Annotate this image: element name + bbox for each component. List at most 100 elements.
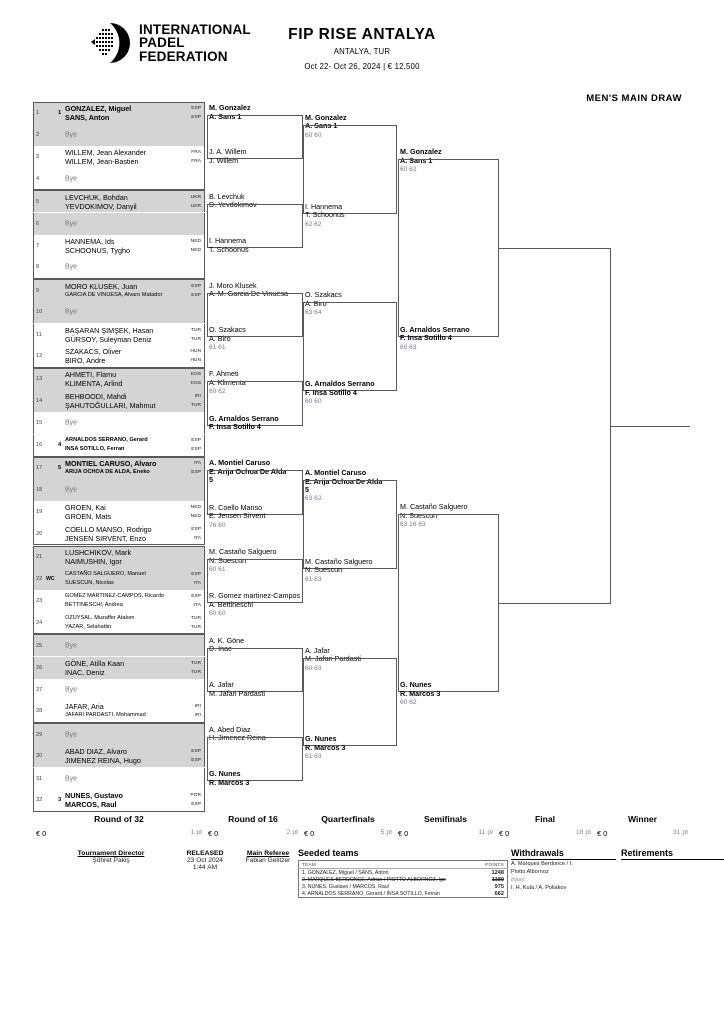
draw-entry-row[interactable]: 17 5 MONTIEL CARUSO, Alvaro ARIJA OCHOA DE …	[33, 456, 205, 479]
bracket-player-1: F. Ahmeti	[209, 369, 239, 379]
entry-country-codes: NED NED	[191, 503, 201, 521]
draw-entry-row[interactable]: 24 OZUYSAL, Muzaffer Ataken YAZAR, Selahat…	[33, 612, 205, 635]
round16-entry[interactable]: O. Szakacs A. Biro	[209, 325, 305, 343]
draw-entry-row[interactable]: 4 Bye	[33, 168, 205, 191]
player-name-2: JAFARI PARDASTI, Mohammad	[65, 712, 146, 719]
draw-entry-row[interactable]: 7 HANNEMA, Ids SCHOONUS, Tygho NED NED	[33, 234, 205, 257]
draw-entry-row[interactable]: 23 GOMEZ MARTINEZ-CAMPOS, Ricardo BETTINES…	[33, 589, 205, 613]
round16-entry[interactable]: J. Moro Klusek A. M. Garcia De Vinuesa	[209, 281, 305, 299]
withdrawal-line: A. Marques Berdonce / I.	[511, 861, 573, 867]
quarterfinal-entry[interactable]: M. Gonzalez A. Sans 1	[305, 113, 399, 131]
country-code-2: ITA	[193, 535, 201, 541]
draw-entry-row[interactable]: 5 LEVCHUK, Bohdan YEVDOKIMOV, Danyil UKR UKR	[33, 190, 205, 213]
round16-entry[interactable]: I. Hannema T. Schoonus	[209, 237, 305, 254]
player-name-2: INSA SOTILLO, Ferran	[65, 446, 125, 453]
round16-entry[interactable]: A. Jafar M. Jafari Pardasti	[209, 681, 305, 698]
round16-entry[interactable]: G. Nunes R. Marcos 3	[209, 769, 305, 787]
entry-number: 24	[36, 619, 43, 626]
quarterfinal-entry[interactable]: A. Jafar M. Jafari Pardasti	[305, 646, 399, 664]
quarterfinal-entry[interactable]: G. Arnaldos Serrano F. Insa Sotillo 4	[305, 380, 399, 397]
draw-entry-row[interactable]: 29 Bye	[33, 723, 205, 746]
entry-country-codes: ITA ESP	[191, 459, 201, 477]
quarterfinal-entry[interactable]: A. Montiel Caruso E. Arija Ochoa De Alda 5	[305, 468, 399, 495]
country-code-1: KOS	[190, 372, 201, 378]
player-name-2: WILLEM, Jean-Bastien	[65, 156, 139, 166]
draw-entry-row[interactable]: 28 JAFAR, Aria JAFARI PARDASTI, Mohammad IR…	[33, 700, 205, 724]
player-name-1: ABAD DIAZ, Alvaro	[65, 747, 127, 757]
tournament-dates-prize: Oct 22- Oct 26, 2024 | € 12,500	[304, 62, 420, 71]
country-code-1: ESP	[191, 749, 201, 755]
round16-entry[interactable]: M. Gonzalez A. Sans 1	[209, 103, 305, 121]
country-code-1: TUR	[190, 327, 201, 333]
round16-entry[interactable]: G. Arnaldos Serrano F. Insa Sotillo 4	[209, 414, 305, 432]
quarterfinal-entry[interactable]: M. Castaño Salguero N. Suescun	[305, 557, 399, 575]
country-code-2: TUR	[190, 624, 201, 630]
draw-entry-row[interactable]: 22 WC CASTAÑO SALGUERO, Manuel SUESCUN, Nic…	[33, 567, 205, 590]
draw-entry-row[interactable]: 20 COELLO MANSO, Rodrigo JENSEN SIRVENT, E…	[33, 523, 205, 546]
semifinal-entry[interactable]: M. Gonzalez A. Sans 1	[400, 148, 501, 165]
match-score: 60 63	[305, 664, 322, 672]
semifinal-entry[interactable]: M. Castaño Salguero N. Suescun	[400, 503, 501, 520]
round16-entry[interactable]: F. Ahmeti A. Klimenta	[209, 370, 305, 387]
round16-bracket-box	[207, 736, 303, 781]
draw-entry-row[interactable]: 3 WILLEM, Jean Alexander WILLEM, Jean-Bast…	[33, 145, 205, 169]
draw-entry-row[interactable]: 6 Bye	[33, 212, 205, 235]
player-name-2: BIRO, Andre	[65, 356, 106, 366]
round16-entry[interactable]: A. Montiel Caruso E. Arija Ochoa De Alda 5	[209, 459, 305, 485]
player-name-1: COELLO MANSO, Rodrigo	[65, 524, 152, 534]
bracket-player-2: E. Jensen Sirvent	[209, 511, 266, 521]
country-code-2: TUR	[190, 336, 201, 342]
semifinal-entry[interactable]: G. Nunes R. Marcos 3	[400, 680, 501, 698]
round16-entry[interactable]: R. Coello Manso E. Jensen Sirvent	[209, 503, 305, 521]
entry-country-codes: NED NED	[191, 237, 201, 255]
draw-entry-row[interactable]: 26 GÖNE, Atilla Kaan INAC, Deniz TUR TUR	[33, 656, 205, 679]
draw-entry-row[interactable]: 12 SZAKACS, Oliver BIRO, Andre HUN HUN	[33, 345, 205, 368]
entry-country-codes: TUR TUR	[191, 659, 201, 677]
draw-entry-row[interactable]: 16 4 ARNALDOS SERRANO, Gerard INSA SOTILLO,…	[33, 434, 205, 457]
entry-seed-number: 1	[58, 110, 62, 117]
bracket-player-2: N. Suescun	[305, 565, 343, 575]
ipf-logo-text: INTERNATIONAL PADEL FEDERATION	[139, 23, 251, 64]
quarterfinal-entry[interactable]: I. Hannema T. Schoonus	[305, 202, 399, 220]
quarterfinal-entry[interactable]: O. Szakacs A. Biro	[305, 291, 399, 308]
bracket-player-2: J. Willem	[209, 155, 239, 165]
draw-entry-row[interactable]: 8 Bye	[33, 256, 205, 280]
round16-entry[interactable]: A. K. Göne D. Inac	[209, 636, 305, 654]
entry-number: 6	[36, 220, 40, 227]
withdrawal-line: Injury	[511, 877, 525, 883]
main-referee-label: Main Referee	[246, 850, 290, 857]
draw-entry-row[interactable]: 10 Bye	[33, 301, 205, 324]
draw-entry-row[interactable]: 27 Bye	[33, 678, 205, 701]
draw-entry-row[interactable]: 1 1 GONZALEZ, Miguel SANS, Anton ESP ESP	[33, 101, 205, 124]
page-header: INTERNATIONAL PADEL FEDERATION FIP RISE …	[0, 0, 724, 92]
quarterfinal-entry[interactable]: G. Nunes R. Marcos 3	[305, 735, 399, 752]
quarterfinal-bracket-box	[303, 657, 397, 747]
draw-entry-row[interactable]: 30 ABAD DIAZ, Alvaro JIMENEZ REINA, Hugo ES…	[33, 745, 205, 768]
draw-entry-row[interactable]: 19 GROEN, Kai GROEN, Mats NED NED	[33, 501, 205, 524]
draw-entry-row[interactable]: 32 3 NUNES, Gustavo MARCOS, Raul POR ESP	[33, 789, 205, 812]
country-code-2: ESP	[191, 802, 201, 808]
entry-number: 23	[36, 597, 43, 604]
draw-entry-row[interactable]: 9 MORO KLUSEK, Juan GARCIA DE VINUESA, Alv…	[33, 279, 205, 302]
round16-entry[interactable]: J. A. Willem J. Willem	[209, 148, 305, 165]
draw-entry-row[interactable]: 18 Bye	[33, 478, 205, 502]
round16-entry[interactable]: A. Abed Diaz H. Jimenez Reina	[209, 725, 305, 743]
draw-entry-row[interactable]: 31 Bye	[33, 767, 205, 790]
round16-entry[interactable]: M. Castaño Salguero N. Suescun	[209, 547, 305, 565]
player-name-1: BAŞARAN ŞIMŞEK, Hasan	[65, 325, 154, 335]
draw-entry-row[interactable]: 11 BAŞARAN ŞIMŞEK, Hasan GÜRSOY, Suleyman …	[33, 323, 205, 346]
draw-entry-row[interactable]: 21 LUSHCHIKOV, Mark NAIMUSHIN, Igor	[33, 545, 205, 568]
bracket-player-2: A. Sans 1	[209, 111, 242, 121]
bracket-player-2: R. Marcos 3	[400, 688, 441, 698]
entry-number: 28	[36, 708, 43, 715]
draw-entry-row[interactable]: 13 AHMETI, Flamu KLIMENTA, Arlind KOS KOS	[33, 367, 205, 391]
semifinal-entry[interactable]: G. Arnaldos Serrano F. Insa Sotillo 4	[400, 325, 501, 343]
draw-entry-row[interactable]: 25 Bye	[33, 634, 205, 657]
draw-entry-row[interactable]: 14 BEHBOODI, Mahdi ŞAHUTOĞULLARI, Mahmut IR…	[33, 390, 205, 413]
entry-number: 22	[36, 575, 43, 582]
draw-entry-row[interactable]: 2 Bye	[33, 123, 205, 146]
entry-country-codes: FRA FRA	[191, 148, 201, 166]
draw-entry-row[interactable]: 15 Bye	[33, 412, 205, 435]
round16-entry[interactable]: B. Levchuk D. Yevdokimov	[209, 192, 305, 210]
round16-entry[interactable]: R. Gomez martinez-Campos A. Bettineschi	[209, 592, 305, 609]
